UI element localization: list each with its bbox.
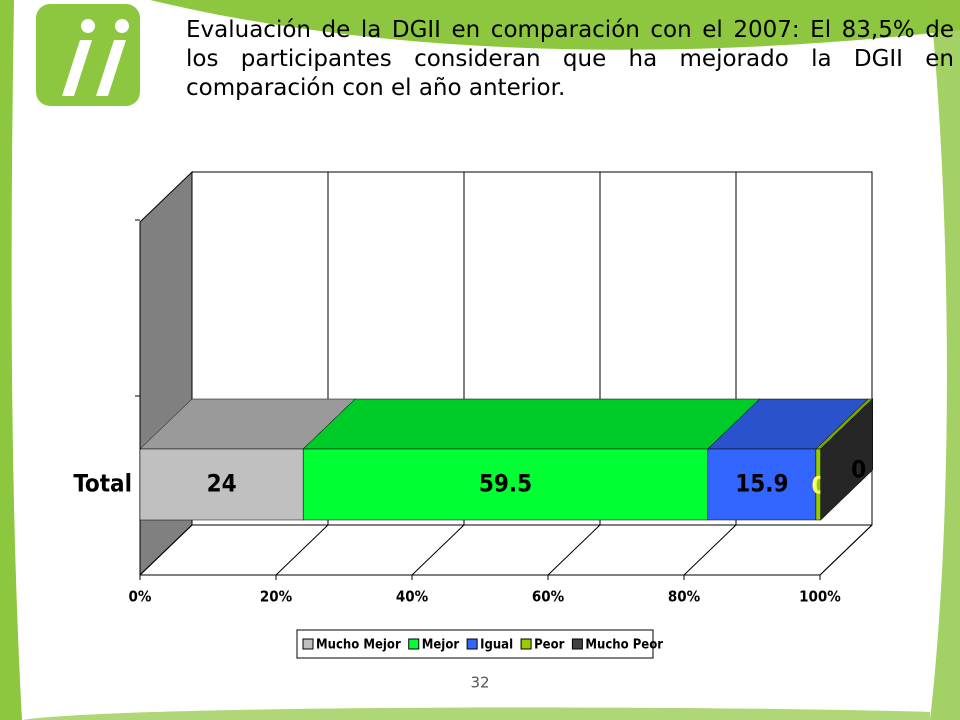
top-band (150, 0, 960, 50)
x-tick-label: 60% (532, 588, 565, 606)
floor-grid-line (819, 524, 873, 576)
legend-swatch (571, 638, 583, 650)
slide-title: Evaluación de la DGII en comparación con… (186, 17, 954, 101)
floor-grid-line (275, 524, 329, 576)
x-tick-label: 20% (260, 588, 293, 606)
floor-grid-line (411, 524, 465, 576)
floor-grid-line (683, 524, 737, 576)
legend-label: Igual (480, 638, 513, 653)
bar-top (302, 398, 761, 450)
floor-grid-line (139, 524, 193, 576)
logo-mark (62, 40, 126, 96)
right-band (930, 0, 960, 720)
bar (139, 448, 304, 521)
data-label: 24 (207, 470, 237, 498)
floor-grid-line (547, 524, 601, 576)
x-tick-label: 100% (799, 588, 841, 606)
page-number: 32 (470, 674, 489, 692)
legend: Mucho Mejor Mejor Igual Peor Mucho Peor (296, 629, 663, 659)
y-tick-label: Total (73, 470, 132, 498)
legend-swatch (408, 638, 420, 650)
data-label: 59.5 (479, 470, 532, 498)
legend-label: Mucho Peor (585, 638, 663, 653)
legend-label: Mejor (422, 638, 460, 653)
x-tick-label: 40% (396, 588, 429, 606)
logo (36, 4, 140, 106)
legend-swatch (302, 638, 314, 650)
data-label: 15.9 (735, 470, 788, 498)
legend-swatch (466, 638, 478, 650)
x-tick-label: 0% (129, 588, 152, 606)
bar-side (820, 398, 873, 521)
bottom-band (22, 707, 930, 720)
bar (707, 448, 817, 521)
floor (140, 524, 873, 576)
data-label: 0 (851, 456, 866, 484)
legend-label: Mucho Mejor (316, 638, 401, 653)
logo-dot (115, 19, 129, 33)
legend-swatch (520, 638, 532, 650)
legend-label: Peor (534, 638, 565, 653)
bar (302, 448, 709, 521)
logo-dot (81, 19, 95, 33)
x-tick-label: 80% (668, 588, 701, 606)
left-band (0, 0, 22, 720)
